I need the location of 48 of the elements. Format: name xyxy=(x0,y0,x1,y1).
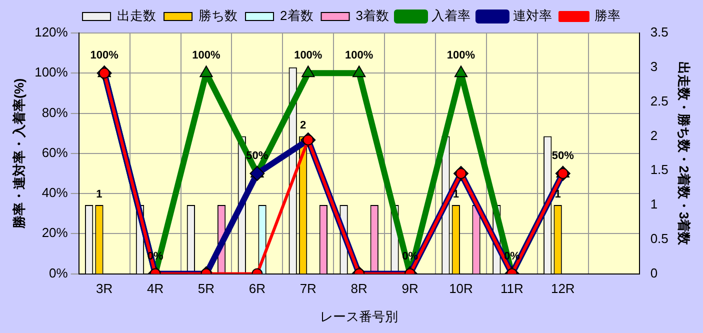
y-tick-label: 0% xyxy=(49,265,68,280)
x-tick-label: 9R xyxy=(402,281,418,296)
y-tick-label: 40% xyxy=(42,185,68,200)
y2-axis-title: 出走数・勝ち数・2着数・3着数 xyxy=(676,62,692,246)
legend-label: 勝ち数 xyxy=(198,8,238,24)
x-tick-label: 8R xyxy=(350,281,368,296)
x-tick-label: 6R xyxy=(248,281,266,296)
data-label: 100% xyxy=(90,50,119,62)
data-label: 1 xyxy=(554,188,561,201)
y-tick-label: 100% xyxy=(34,64,68,80)
y2-tick-label: 2.5 xyxy=(650,93,668,108)
data-label: 50% xyxy=(246,150,268,162)
legend-label: 3着数 xyxy=(356,8,389,24)
y-tick-label: 120% xyxy=(34,24,68,40)
y2-tick-label: 2 xyxy=(650,128,658,143)
legend-label: 出走数 xyxy=(117,8,156,24)
data-label: 100% xyxy=(294,50,322,62)
data-label: 1 xyxy=(96,188,102,201)
data-label: 100% xyxy=(446,50,476,62)
data-label: 100% xyxy=(345,50,374,62)
y2-tick-label: 3.5 xyxy=(650,24,668,40)
x-tick-label: 12R xyxy=(550,281,575,296)
data-label: 2 xyxy=(300,120,306,132)
legend-label: 連対率 xyxy=(512,8,552,24)
data-label: 0% xyxy=(504,250,520,262)
x-tick-label: 11R xyxy=(500,281,524,296)
legend-label: 勝率 xyxy=(594,8,620,24)
data-label: 50% xyxy=(552,150,574,162)
x-axis-title: レース番号別 xyxy=(320,308,398,324)
y2-tick-label: 0 xyxy=(650,265,658,280)
legend-label: 2着数 xyxy=(280,8,314,24)
y2-tick-label: 3 xyxy=(650,58,658,74)
y-tick-label: 80% xyxy=(42,104,68,120)
y2-tick-label: 1.5 xyxy=(650,162,668,178)
x-tick-label: 5R xyxy=(198,281,215,296)
x-tick-label: 3R xyxy=(96,281,113,296)
y-tick-label: 60% xyxy=(42,144,68,160)
y-axis-title: 勝率・連対率・入着率(%) xyxy=(11,78,26,230)
data-label: 1 xyxy=(452,188,459,201)
x-tick-label: 4R xyxy=(146,281,164,296)
x-tick-label: 10R xyxy=(449,281,473,296)
y2-tick-label: 0.5 xyxy=(650,230,668,246)
data-label: 100% xyxy=(192,50,221,62)
y-tick-label: 20% xyxy=(42,225,68,240)
x-tick-label: 7R xyxy=(300,281,316,296)
y2-tick-label: 1 xyxy=(650,196,658,212)
data-label: 0% xyxy=(147,250,164,262)
legend-label: 入着率 xyxy=(431,8,470,24)
